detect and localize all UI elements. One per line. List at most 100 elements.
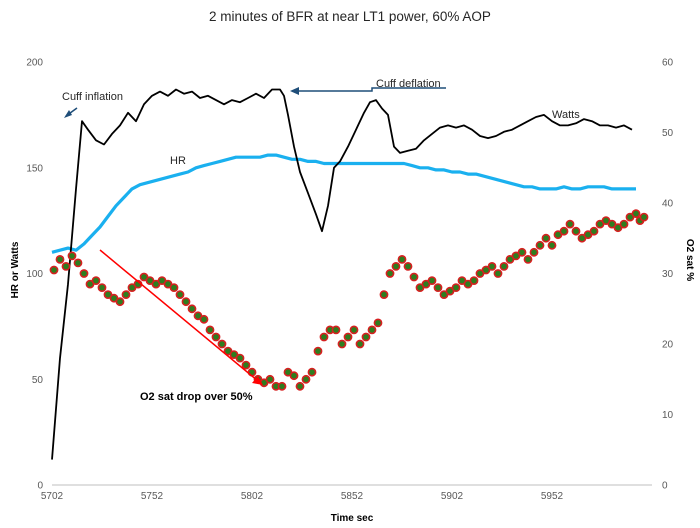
o2-point [409,272,419,282]
o2-point [469,276,479,285]
o2-point [385,269,395,278]
o2-point [313,346,323,356]
y2-tick-label: 30 [662,269,674,280]
o2-point [559,226,569,236]
o2-point [67,251,77,261]
o2-point [211,332,221,342]
o2-point [397,254,407,264]
o2-point [61,261,71,271]
o2-point [205,325,215,335]
chart-title: 2 minutes of BFR at near LT1 power, 60% … [209,9,491,24]
o2-point [49,265,59,275]
o2-point [499,261,509,271]
o2-point [547,240,557,250]
y2-tick-label: 50 [662,128,674,139]
o2-drop-arrowhead [252,376,263,385]
o2-point [523,254,533,264]
cuff-deflation-arrow [292,87,446,92]
o2-point [91,276,101,285]
o2-point [181,297,191,307]
o2-point [639,212,649,222]
o2-point [541,233,551,243]
o2-point [379,290,389,299]
o2-point [217,339,227,349]
o2-point [289,371,299,381]
o2-point [631,209,641,218]
o2-point [367,325,377,335]
o2-point [295,381,305,391]
y-tick-labels: 0 50 100 150 200 [26,58,43,492]
o2-point [307,367,317,377]
o2-point [355,339,365,349]
o2-point [361,332,371,342]
o2-point [187,304,197,314]
o2-point [451,283,461,292]
o2-point [535,240,545,250]
x-tick-label: 5952 [541,491,564,502]
o2-point [529,247,539,257]
o2-point [331,325,341,335]
annotation-cuff-deflation: Cuff deflation [376,78,441,90]
annotation-cuff-inflation: Cuff inflation [62,91,123,103]
o2-point [115,297,125,307]
annotation-o2-drop: O2 sat drop over 50% [140,391,253,403]
o2-point [343,332,353,342]
y2-tick-label: 20 [662,340,674,351]
o2-point [619,219,629,229]
y-tick-label: 50 [32,375,44,386]
o2-point [493,269,503,278]
o2-point [319,332,329,342]
x-tick-label: 5852 [341,491,364,502]
y-tick-label: 150 [26,163,43,174]
o2-point [121,290,131,299]
o2-point [487,261,497,271]
annotation-hr: HR [170,155,186,167]
y2-tick-labels: 0 10 20 30 40 50 60 [662,58,674,492]
o2-point [73,258,83,268]
o2-drop-arrow [99,249,259,382]
o2-point [301,374,311,384]
o2-point [169,283,179,292]
o2-point [55,254,65,264]
x-tick-label: 5752 [141,491,164,502]
o2-point [349,325,359,335]
o2-point [433,283,443,292]
x-tick-label: 5902 [441,491,464,502]
o2-point [79,269,89,278]
o2-point [517,247,527,257]
o2-point [391,261,401,271]
o2-point [571,226,581,236]
cuff-inflation-arrowhead [64,110,72,118]
x-tick-labels: 5702 5752 5802 5852 5902 5952 [41,491,564,502]
series-layer [49,88,649,460]
o2-point [565,219,575,229]
y2-tick-label: 10 [662,410,674,421]
series-line-watts [51,88,633,460]
o2-point [265,374,275,384]
x-axis-title: Time sec [331,513,374,524]
y-tick-label: 0 [37,481,43,492]
annotation-watts: Watts [552,109,580,121]
cuff-deflation-arrowhead [290,87,299,95]
o2-point [235,353,245,363]
o2-point [427,276,437,285]
y2-tick-label: 0 [662,481,668,492]
x-tick-label: 5702 [41,491,64,502]
y2-axis-title: O2 sat % [684,239,695,281]
y2-tick-label: 60 [662,58,674,69]
y2-tick-label: 40 [662,199,674,210]
o2-point [199,314,209,324]
o2-point [373,318,383,328]
o2-point [175,290,185,299]
o2-point [97,283,107,292]
o2-point [403,261,413,271]
o2-point [277,381,287,391]
y-tick-label: 200 [26,58,43,69]
o2-point [241,360,251,370]
x-tick-label: 5802 [241,491,264,502]
y-tick-label: 100 [26,269,43,280]
series-line-hr [51,153,636,254]
series-points-o2 [49,209,649,391]
